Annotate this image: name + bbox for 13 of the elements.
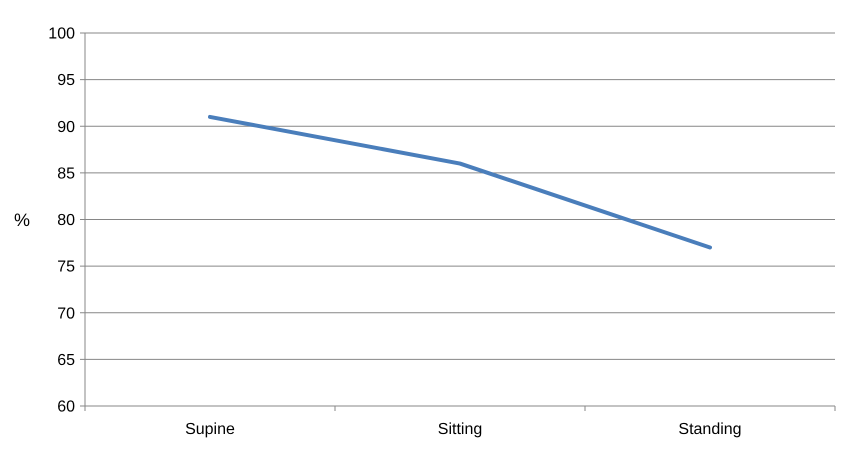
- y-tick-label: 70: [57, 305, 76, 322]
- y-tick-label: 100: [48, 26, 76, 43]
- y-tick-label: 65: [57, 352, 76, 369]
- y-tick-label: 95: [57, 72, 76, 90]
- y-tick-label: 60: [57, 398, 76, 416]
- y-axis-title: %: [14, 210, 30, 230]
- x-tick-label: Standing: [678, 421, 742, 438]
- x-tick-label: Sitting: [438, 421, 482, 438]
- y-tick-label: 90: [57, 118, 76, 136]
- x-tick-label: Supine: [185, 421, 236, 438]
- y-tick-label: 85: [57, 165, 76, 182]
- y-tick-label: 80: [57, 212, 76, 230]
- y-tick-label: 75: [57, 258, 76, 276]
